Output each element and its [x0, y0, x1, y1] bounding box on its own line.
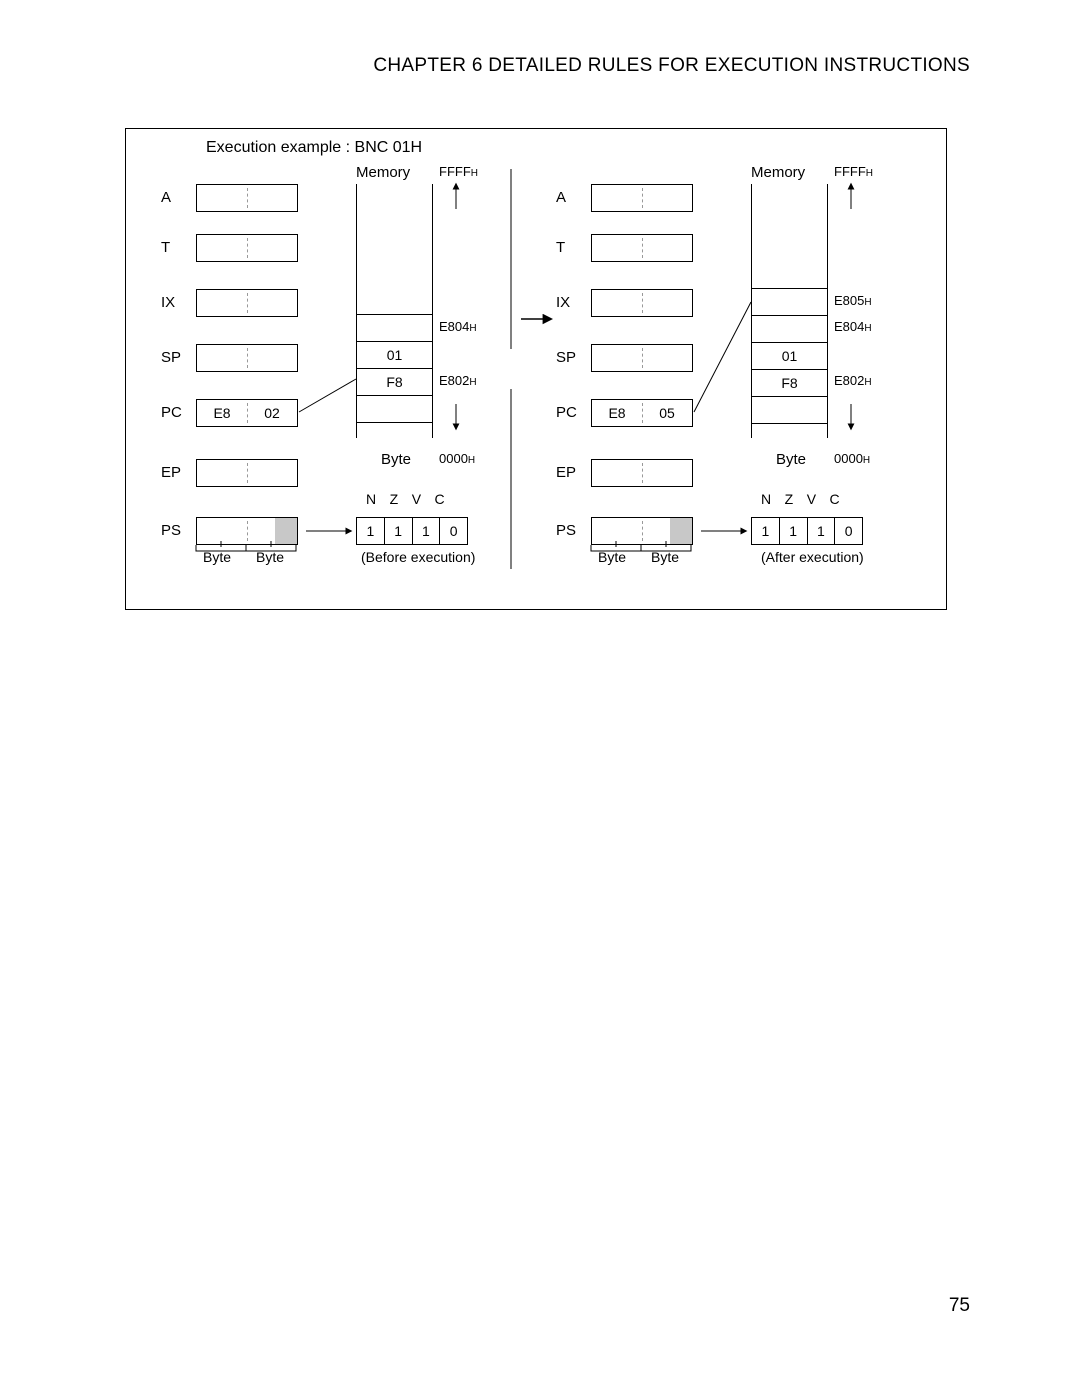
memcol-lower: [751, 418, 828, 438]
memcol-lower: [356, 418, 433, 438]
page-number: 75: [949, 1295, 970, 1317]
label-sp: SP: [161, 349, 191, 366]
flag-z: 1: [780, 518, 808, 544]
state-label: (After execution): [761, 549, 864, 565]
reg-a: [591, 184, 693, 212]
label-ps: PS: [161, 522, 191, 539]
reg-ps: [196, 517, 298, 545]
memcol-cells: 01 F8: [356, 314, 433, 423]
byte-label-r: Byte: [256, 549, 284, 565]
memory-label: Memory: [356, 164, 410, 181]
flag-c: 0: [440, 518, 467, 544]
addr-0000: 0000H: [439, 451, 475, 466]
chapter-heading: CHAPTER 6 DETAILED RULES FOR EXECUTION I…: [0, 55, 970, 77]
pc-lo: 05: [642, 400, 692, 426]
addr-ffff: FFFFH: [439, 164, 478, 179]
memcol-upper: [356, 184, 433, 314]
byte-mem: Byte: [776, 451, 806, 468]
addr-e804: E804H: [834, 319, 872, 334]
reg-ix: [591, 289, 693, 317]
label-pc: PC: [161, 404, 191, 421]
memcol-cells: 01 F8: [751, 288, 828, 424]
label-ix: IX: [161, 294, 191, 311]
label-ps: PS: [556, 522, 586, 539]
addr-e802: E802H: [439, 373, 477, 388]
byte-label-r: Byte: [651, 549, 679, 565]
label-t: T: [161, 239, 191, 256]
memcell-1: 01: [357, 341, 432, 368]
label-ep: EP: [556, 464, 586, 481]
byte-label-l: Byte: [598, 549, 626, 565]
flag-n: 1: [752, 518, 780, 544]
byte-mem: Byte: [381, 451, 411, 468]
label-sp: SP: [556, 349, 586, 366]
byte-label-l: Byte: [203, 549, 231, 565]
flags-box: 1 1 1 0: [751, 517, 863, 545]
reg-sp: [591, 344, 693, 372]
label-t: T: [556, 239, 586, 256]
reg-ps: [591, 517, 693, 545]
reg-ix: [196, 289, 298, 317]
memory-label: Memory: [751, 164, 805, 181]
flags-header: NZVC: [366, 491, 458, 507]
reg-pc: E8 05: [591, 399, 693, 427]
flag-c: 0: [835, 518, 862, 544]
pc-hi: E8: [592, 400, 642, 426]
memcell-1: 01: [752, 342, 827, 369]
memcell-extra: [752, 288, 827, 315]
pc-hi: E8: [197, 400, 247, 426]
pc-lo: 02: [247, 400, 297, 426]
reg-ep: [591, 459, 693, 487]
label-ix: IX: [556, 294, 586, 311]
panel-before: A T IX SP PC E8 02 EP PS Byte Byte Memor…: [161, 179, 531, 599]
memcell-0: [752, 315, 827, 342]
figure-frame: Execution example : BNC 01H A T IX SP PC…: [125, 128, 947, 610]
memcol-upper: [751, 184, 828, 288]
addr-e804: E804H: [439, 319, 477, 334]
reg-ep: [196, 459, 298, 487]
reg-sp: [196, 344, 298, 372]
flag-v: 1: [413, 518, 441, 544]
label-a: A: [161, 189, 191, 206]
flags-header: NZVC: [761, 491, 853, 507]
reg-t: [196, 234, 298, 262]
addr-e805: E805H: [834, 293, 872, 308]
flag-n: 1: [357, 518, 385, 544]
addr-ffff: FFFFH: [834, 164, 873, 179]
flags-box: 1 1 1 0: [356, 517, 468, 545]
memcell-0: [357, 314, 432, 341]
memcell-2: F8: [357, 368, 432, 395]
reg-pc: E8 02: [196, 399, 298, 427]
memcell-2: F8: [752, 369, 827, 396]
label-ep: EP: [161, 464, 191, 481]
reg-a: [196, 184, 298, 212]
panel-after: A T IX SP PC E8 05 EP PS Byte Byte Memor…: [556, 179, 926, 599]
reg-t: [591, 234, 693, 262]
addr-0000: 0000H: [834, 451, 870, 466]
figure-caption: Execution example : BNC 01H: [206, 139, 422, 157]
flag-v: 1: [808, 518, 836, 544]
label-a: A: [556, 189, 586, 206]
label-pc: PC: [556, 404, 586, 421]
flag-z: 1: [385, 518, 413, 544]
state-label: (Before execution): [361, 549, 475, 565]
addr-e802: E802H: [834, 373, 872, 388]
